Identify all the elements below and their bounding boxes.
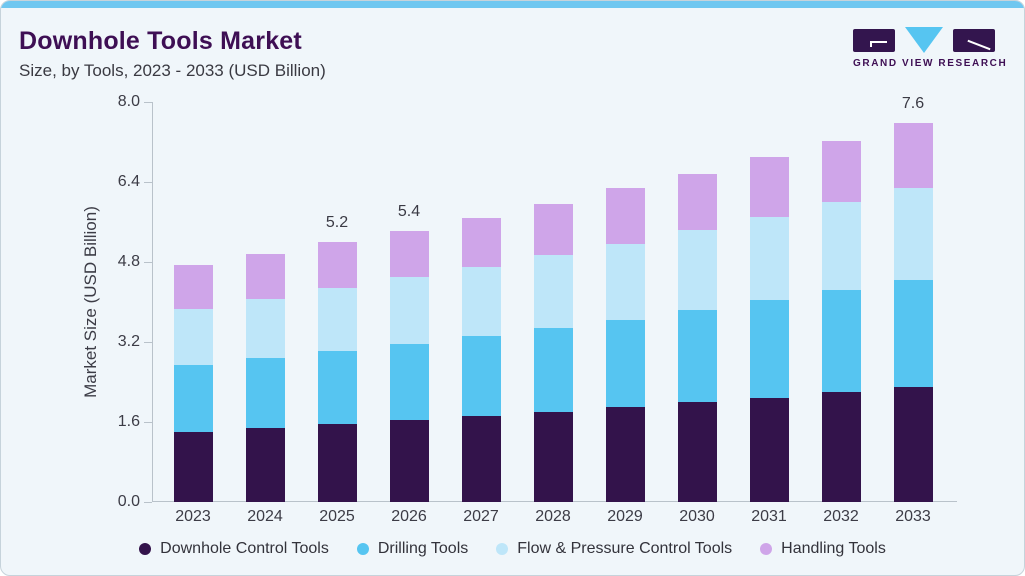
- y-tick: [144, 101, 152, 103]
- chart-legend: Downhole Control Tools Drilling Tools Flow…: [1, 536, 1024, 562]
- bar-segment-2031: [749, 157, 789, 217]
- y-tick: [144, 261, 152, 263]
- bar-segment-2029: [605, 407, 645, 502]
- accent-top-bar: [1, 1, 1024, 8]
- legend-dot-icon: [356, 543, 369, 555]
- x-tick-label: 2024: [247, 508, 283, 525]
- bar-segment-2033: [893, 122, 933, 188]
- bar-segment-2027: [461, 218, 501, 267]
- bar-segment-2033: [893, 386, 933, 502]
- legend-item-handling-tools: Handling Tools: [760, 540, 886, 558]
- logo-g-block-icon: [853, 28, 895, 52]
- bar-segment-2033: [893, 188, 933, 280]
- y-tick: [144, 341, 152, 343]
- bar-segment-2032: [821, 392, 861, 502]
- bar-segment-2024: [245, 298, 285, 358]
- y-tick-label: 6.4: [117, 173, 140, 190]
- x-tick-label: 2032: [823, 508, 859, 525]
- logo-g-mark: [870, 40, 887, 47]
- legend-label: Downhole Control Tools: [160, 540, 329, 557]
- x-tick-label: 2027: [463, 508, 499, 525]
- bar-segment-2025: [317, 424, 357, 502]
- bar-segment-2031: [749, 397, 789, 502]
- legend-label: Handling Tools: [781, 540, 886, 557]
- bar-segment-2030: [677, 229, 717, 310]
- bar-segment-2026: [389, 277, 429, 344]
- y-tick-label: 1.6: [117, 413, 140, 430]
- bar-segment-2026: [389, 420, 429, 502]
- bar-value-label: 5.4: [397, 203, 421, 220]
- y-tick-label: 3.2: [117, 333, 140, 350]
- bar-segment-2032: [821, 289, 861, 392]
- brand-name: GRAND VIEW RESEARCH: [853, 58, 1008, 69]
- bar-segment-2032: [821, 141, 861, 202]
- x-tick-label: 2026: [391, 508, 427, 525]
- legend-item-flow-pressure-control-tools: Flow & Pressure Control Tools: [496, 540, 732, 558]
- bar-segment-2024: [245, 428, 285, 502]
- legend-dot-icon: [760, 543, 773, 555]
- bar-value-label: 5.2: [325, 214, 349, 231]
- legend-label: Drilling Tools: [377, 540, 469, 557]
- bar-segment-2030: [677, 173, 717, 230]
- x-tick-label: 2029: [607, 508, 643, 525]
- bar-segment-2023: [173, 364, 213, 432]
- bar-segment-2031: [749, 216, 789, 300]
- logo-r-block-icon: [953, 28, 995, 52]
- bar-segment-2027: [461, 335, 501, 416]
- bar-segment-2023: [173, 264, 213, 309]
- y-tick-label: 0.0: [117, 493, 140, 510]
- bar-segment-2030: [677, 309, 717, 402]
- x-tick-label: 2030: [679, 508, 715, 525]
- chart-title: Downhole Tools Market: [19, 27, 302, 55]
- y-tick: [144, 501, 152, 503]
- y-axis-line: [152, 102, 153, 502]
- bar-segment-2025: [317, 287, 357, 351]
- x-tick-label: 2025: [319, 508, 355, 525]
- y-tick-label: 8.0: [117, 93, 140, 110]
- chart-subtitle: Size, by Tools, 2023 - 2033 (USD Billion…: [19, 61, 326, 80]
- bar-segment-2027: [461, 266, 501, 336]
- bar-value-label: 7.6: [901, 94, 925, 112]
- bar-segment-2026: [389, 231, 429, 277]
- bar-segment-2025: [317, 351, 357, 424]
- legend-item-drilling-tools: Drilling Tools: [356, 540, 469, 558]
- bar-segment-2028: [533, 412, 573, 502]
- y-axis-title: Market Size (USD Billion): [81, 206, 100, 398]
- plot-area: 0.0 1.6 3.2 4.8 6.4 8.0 2023 2024 2025 5.2 2026 5.4…: [118, 93, 957, 525]
- logo-v-triangle-icon: [905, 27, 943, 53]
- bar-segment-2028: [533, 255, 573, 328]
- x-tick-label: 2023: [175, 508, 211, 525]
- bar-segment-2032: [821, 202, 861, 290]
- y-tick-label: 4.8: [117, 253, 140, 270]
- bar-segment-2029: [605, 319, 645, 407]
- bar-segment-2026: [389, 343, 429, 420]
- bar-segment-2030: [677, 402, 717, 502]
- y-tick: [144, 181, 152, 183]
- bar-segment-2028: [533, 203, 573, 255]
- bar-segment-2024: [245, 254, 285, 299]
- legend-dot-icon: [496, 543, 509, 555]
- bar-segment-2027: [461, 416, 501, 502]
- logo-r-mark: [967, 39, 991, 50]
- bar-segment-2029: [605, 243, 645, 320]
- bar-segment-2031: [749, 300, 789, 398]
- bar-segment-2023: [173, 431, 213, 502]
- x-tick-label: 2028: [535, 508, 571, 525]
- bar-segment-2025: [317, 242, 357, 288]
- bar-segment-2029: [605, 188, 645, 244]
- y-tick: [144, 421, 152, 423]
- bar-segment-2024: [245, 358, 285, 428]
- bar-segment-2023: [173, 308, 213, 365]
- legend-label: Flow & Pressure Control Tools: [517, 540, 733, 557]
- bar-segment-2028: [533, 327, 573, 412]
- x-tick-label: 2033: [895, 508, 931, 525]
- legend-item-downhole-control-tools: Downhole Control Tools: [139, 540, 329, 558]
- x-tick-label: 2031: [751, 508, 787, 525]
- legend-dot-icon: [139, 543, 152, 555]
- bar-segment-2033: [893, 279, 933, 387]
- gvr-logo-marks: [853, 27, 995, 53]
- gvr-logo: GRAND VIEW RESEARCH: [853, 27, 1008, 69]
